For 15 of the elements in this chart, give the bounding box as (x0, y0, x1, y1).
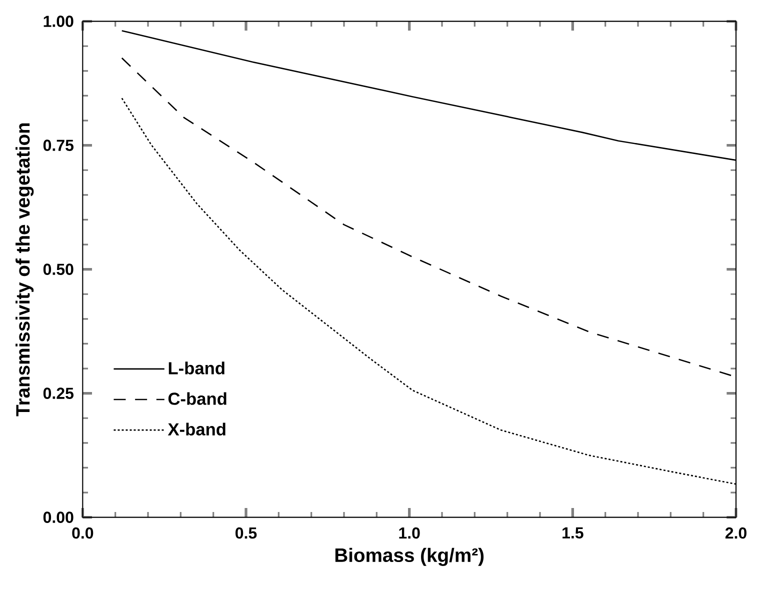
x-tick-label: 0.5 (236, 528, 257, 539)
legend-label: C-band (168, 392, 226, 406)
x-tick-label: 1.0 (399, 528, 420, 539)
y-tick-label: 0.75 (43, 140, 74, 152)
x-tick-label: 2.0 (725, 528, 746, 539)
legend-label: L-band (168, 362, 224, 375)
y-tick-label: 1.00 (44, 16, 74, 28)
y-tick-label: 0.25 (43, 388, 74, 400)
x-tick-label: 0.0 (72, 528, 94, 539)
y-tick-label: 0.50 (43, 264, 74, 276)
x-axis-title: Biomass (kg/m²) (335, 548, 484, 566)
y-tick-label: 0.00 (43, 512, 74, 524)
y-axis-title: Transmissivity of the vegetation (16, 124, 34, 416)
legend-label: X-band (168, 422, 226, 436)
x-tick-label: 1.5 (562, 528, 584, 539)
